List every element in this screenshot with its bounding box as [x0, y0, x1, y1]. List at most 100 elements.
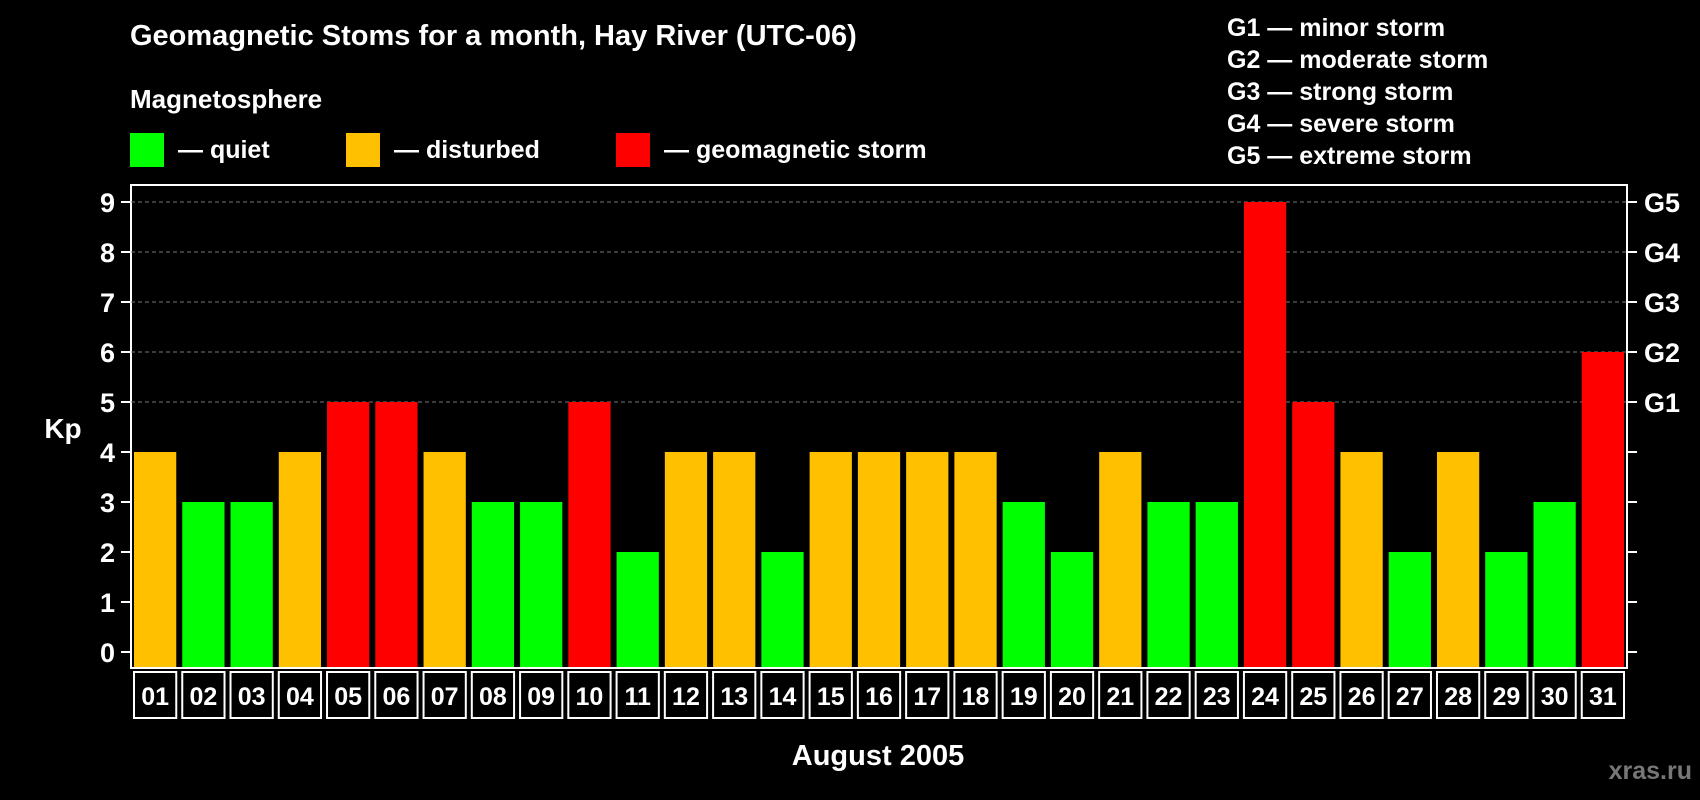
- g-scale-item-g5: G5 — extreme storm: [1227, 142, 1472, 170]
- x-tick-label: 24: [1251, 683, 1279, 711]
- x-tick-box: [229, 671, 274, 719]
- y-axis-label: Kp: [44, 413, 81, 444]
- y-tick-label: 2: [100, 538, 115, 568]
- x-tick-box: [519, 671, 564, 719]
- plot-frame: [130, 184, 1628, 669]
- x-tick-label: 06: [383, 683, 411, 711]
- x-tick-label: 31: [1589, 683, 1617, 711]
- chart-title: Geomagnetic Stoms for a month, Hay River…: [130, 20, 857, 52]
- bar: [134, 452, 177, 667]
- g-tick-label: G5: [1644, 188, 1680, 218]
- x-tick-box: [712, 671, 757, 719]
- bar: [1485, 552, 1528, 667]
- bar: [423, 452, 466, 667]
- x-tick-box: [1146, 671, 1191, 719]
- bar: [1002, 502, 1045, 667]
- x-tick-label: 13: [720, 683, 748, 711]
- legend-label-quiet: — quiet: [178, 135, 270, 164]
- x-tick-box: [277, 671, 323, 719]
- x-tick-box: [326, 671, 371, 719]
- x-tick-label: 12: [672, 683, 700, 711]
- bar: [278, 452, 322, 667]
- x-tick-box: [663, 671, 709, 719]
- g-scale-item-g2: G2 — moderate storm: [1227, 46, 1489, 74]
- g-tick-label: G1: [1644, 388, 1680, 418]
- x-tick-box: [1098, 671, 1143, 719]
- bar: [857, 452, 901, 667]
- x-axis-label: August 2005: [792, 740, 964, 772]
- g-scale-item-g1: G1 — minor storm: [1227, 14, 1446, 42]
- legend-swatch-quiet: [130, 133, 164, 167]
- x-tick-box: [1435, 671, 1481, 719]
- x-tick-box: [1339, 671, 1384, 719]
- x-tick-box: [953, 671, 998, 719]
- bar: [375, 402, 418, 667]
- x-tick-box: [470, 671, 516, 719]
- legend-swatch-disturbed: [346, 133, 380, 167]
- g-tick-label: G2: [1644, 338, 1680, 368]
- x-tick-label: 23: [1203, 683, 1231, 711]
- x-tick-label: 02: [189, 683, 217, 711]
- legend-disturbed: — disturbed: [346, 133, 540, 167]
- x-tick-box: [1194, 671, 1239, 719]
- x-tick-label: 10: [576, 683, 604, 711]
- x-tick-label: 29: [1492, 683, 1520, 711]
- x-tick-label: 14: [769, 683, 797, 711]
- legend-swatch-storm: [616, 133, 650, 167]
- bar: [230, 502, 273, 667]
- bar: [616, 552, 659, 667]
- bar: [1099, 452, 1142, 667]
- watermark: xras.ru: [1608, 757, 1692, 785]
- bar: [1195, 502, 1238, 667]
- x-tick-box: [856, 671, 902, 719]
- bar: [327, 402, 370, 667]
- bar: [1243, 202, 1287, 667]
- bar: [906, 452, 949, 667]
- bar: [568, 402, 611, 667]
- bar: [1581, 352, 1624, 667]
- y-tick-label: 4: [100, 438, 115, 468]
- legend-heading: Magnetosphere: [130, 84, 323, 114]
- x-tick-label: 25: [1299, 683, 1327, 711]
- x-tick-box: [1001, 671, 1046, 719]
- x-tick-label: 21: [1106, 683, 1134, 711]
- x-tick-label: 26: [1348, 683, 1376, 711]
- x-tick-label: 16: [865, 683, 893, 711]
- y-tick-label: 6: [100, 338, 115, 368]
- y-tick-label: 3: [100, 488, 115, 518]
- bar: [761, 552, 804, 667]
- legend-quiet: — quiet: [130, 133, 270, 167]
- bar: [520, 502, 563, 667]
- x-tick-box: [422, 671, 467, 719]
- y-tick-label: 9: [100, 188, 115, 218]
- x-tick-label: 20: [1058, 683, 1086, 711]
- x-tick-label: 28: [1444, 683, 1472, 711]
- x-tick-box: [905, 671, 950, 719]
- x-tick-label: 09: [527, 683, 555, 711]
- g-tick-label: G4: [1644, 238, 1680, 268]
- x-tick-box: [808, 671, 853, 719]
- x-tick-label: 07: [431, 683, 459, 711]
- bar: [954, 452, 997, 667]
- g-tick-label: G3: [1644, 288, 1680, 318]
- y-tick-label: 1: [100, 588, 115, 618]
- bar: [1436, 452, 1480, 667]
- x-tick-box: [1532, 671, 1577, 719]
- x-tick-label: 08: [479, 683, 507, 711]
- bar: [1147, 502, 1190, 667]
- bar: [471, 502, 515, 667]
- y-tick-label: 5: [100, 388, 115, 418]
- x-tick-label: 22: [1155, 683, 1183, 711]
- x-tick-label: 18: [962, 683, 990, 711]
- x-tick-label: 04: [286, 683, 314, 711]
- x-tick-label: 27: [1396, 683, 1424, 711]
- x-tick-box: [1387, 671, 1432, 719]
- x-tick-box: [1484, 671, 1529, 719]
- x-tick-box: [1580, 671, 1626, 719]
- bar: [713, 452, 756, 667]
- x-tick-label: 05: [334, 683, 362, 711]
- bar: [1388, 552, 1431, 667]
- x-tick-box: [374, 671, 419, 719]
- x-tick-box: [760, 671, 805, 719]
- y-tick-label: 8: [100, 238, 115, 268]
